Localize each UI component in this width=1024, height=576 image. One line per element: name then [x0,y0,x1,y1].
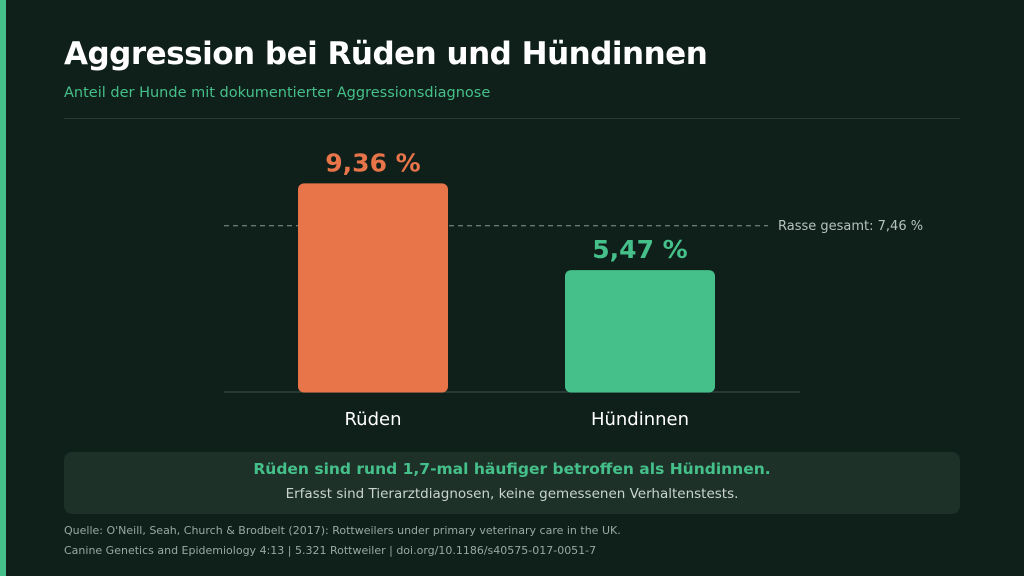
category-label: Rüden [344,409,401,430]
key-finding-headline: Rüden sind rund 1,7-mal häufiger betroff… [253,460,771,478]
header-divider [64,118,960,119]
bar-rueden [298,183,448,393]
bar-value-label: 9,36 % [325,148,420,177]
source-line-1: Quelle: O'Neill, Seah, Church & Brodbelt… [64,524,621,537]
bar-value-label: 5,47 % [592,235,687,264]
page-title: Aggression bei Rüden und Hündinnen [64,36,708,72]
bars-group: 9,36 % Rüden 5,47 % Hündinnen [298,148,715,430]
source-line-2: Canine Genetics and Epidemiology 4:13 | … [64,544,597,557]
accent-bar [0,0,6,576]
key-finding-subtext: Erfasst sind Tierarztdiagnosen, keine ge… [285,486,739,502]
category-label: Hündinnen [591,409,689,430]
page-subtitle: Anteil der Hunde mit dokumentierter Aggr… [64,85,491,101]
reference-line-label: Rasse gesamt: 7,46 % [778,219,923,234]
bar-huendinnen [565,270,715,393]
key-finding-box: Rüden sind rund 1,7-mal häufiger betroff… [64,452,960,514]
